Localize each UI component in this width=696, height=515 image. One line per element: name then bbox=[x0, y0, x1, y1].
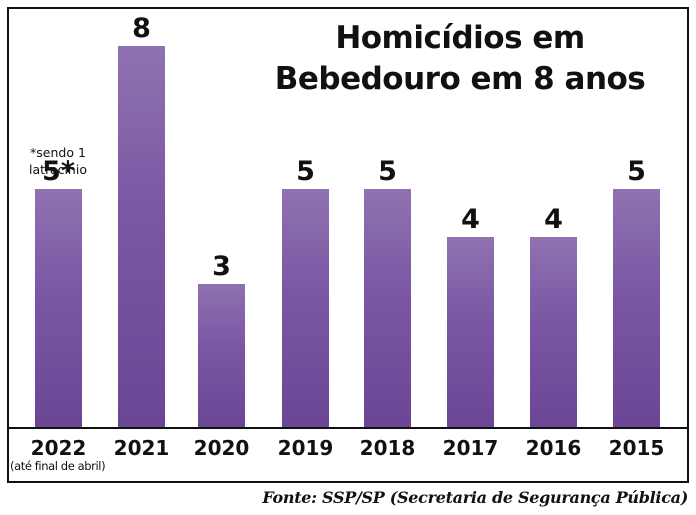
value-label-2022: 5* bbox=[42, 156, 75, 187]
bar-2017 bbox=[447, 236, 494, 427]
value-label-2016: 4 bbox=[544, 203, 563, 235]
bar-2022 bbox=[35, 189, 82, 427]
bar-2015 bbox=[613, 189, 660, 427]
bar-2020 bbox=[198, 284, 245, 427]
x-label-2016: 2016 bbox=[525, 436, 582, 460]
annotation-latrocinio: *sendo 1 latrocínio bbox=[8, 144, 108, 178]
source-caption: Fonte: SSP/SP (Secretaria de Segurança P… bbox=[262, 488, 688, 507]
x-label-2015: 2015 bbox=[608, 436, 665, 460]
value-label-2019: 5 bbox=[296, 156, 315, 187]
axis-divider bbox=[9, 427, 687, 429]
value-label-2015: 5 bbox=[627, 156, 646, 187]
value-label-2020: 3 bbox=[212, 251, 231, 283]
annotation-line-1: *sendo 1 bbox=[30, 145, 86, 160]
bar-2016 bbox=[530, 236, 577, 427]
x-label-2020: 2020 bbox=[193, 436, 250, 460]
bar-2021 bbox=[118, 46, 165, 427]
x-label-2018: 2018 bbox=[359, 436, 416, 460]
x-label-2019: 2019 bbox=[277, 436, 334, 460]
title-line-2: Bebedouro em 8 anos bbox=[274, 61, 646, 97]
value-label-2018: 5 bbox=[378, 156, 397, 187]
x-label-2022: 2022 bbox=[30, 436, 87, 460]
bar-2018 bbox=[364, 189, 411, 427]
title-line-1: Homicídios em bbox=[335, 20, 585, 56]
chart-title: Homicídios em Bebedouro em 8 anos bbox=[250, 18, 670, 100]
note-ate-final-de-abril: (até final de abril) bbox=[10, 459, 106, 473]
x-label-2021: 2021 bbox=[113, 436, 170, 460]
x-label-2017: 2017 bbox=[442, 436, 499, 460]
annotation-line-2: latrocínio bbox=[29, 162, 87, 177]
value-label-2017: 4 bbox=[461, 203, 480, 235]
bar-2019 bbox=[282, 189, 329, 427]
value-label-2021: 8 bbox=[132, 13, 151, 45]
